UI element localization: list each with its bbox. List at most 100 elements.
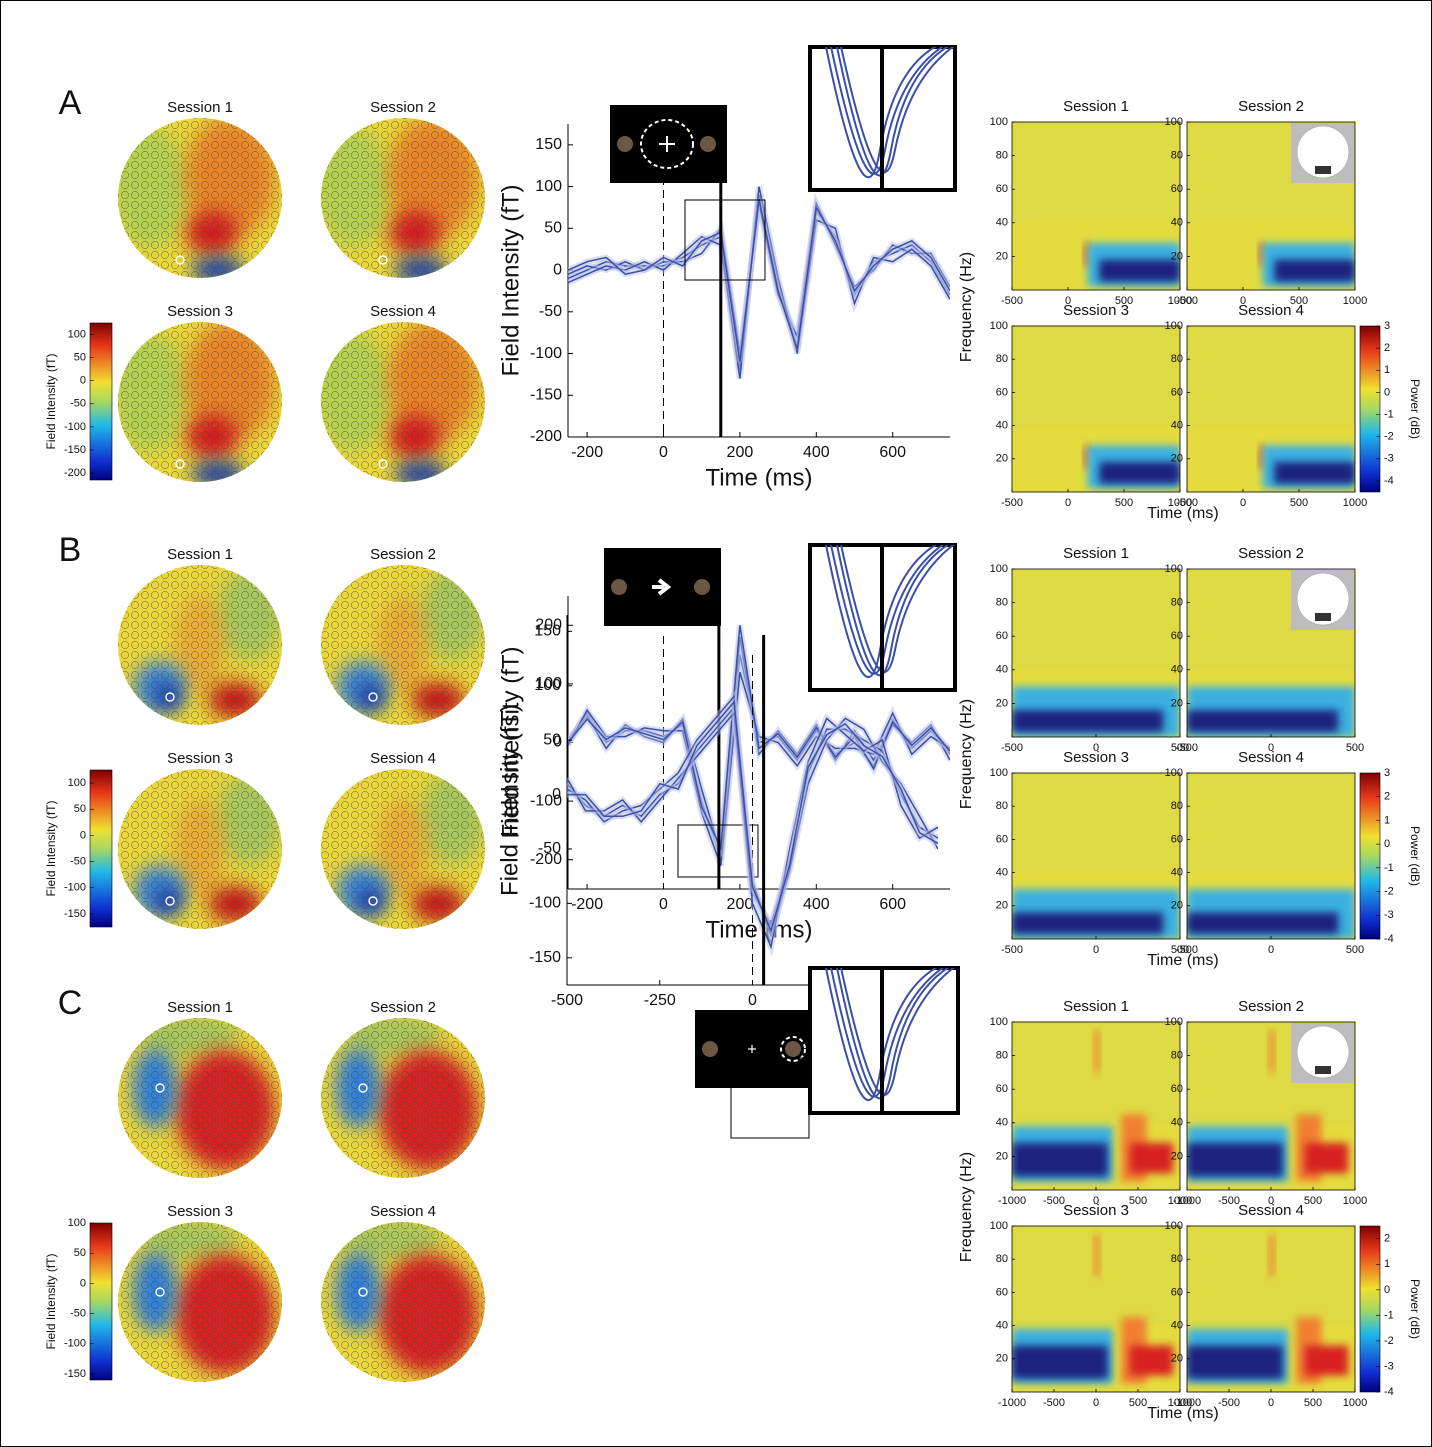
colorbar-tick-label: 0 [80,829,86,841]
x-tick-label: 200 [727,444,754,461]
inset-trace [840,545,955,673]
x-tick-label: -500 [1176,295,1198,307]
colorbar [1359,1225,1381,1393]
sensor-inset-roi [1315,166,1331,174]
spectrogram-power [1012,710,1164,732]
spectrogram-power [1269,1234,1275,1276]
y-tick-label: 20 [996,1353,1008,1365]
y-tick-label: 100 [1165,116,1183,128]
x-tick-label: 600 [879,444,906,461]
y-tick-label: 20 [1171,697,1183,709]
map-title: Session 3 [167,750,233,767]
y-tick-label: 20 [1171,250,1183,262]
x-tick-label: 0 [659,444,668,461]
colorbar-tick-label: 50 [74,803,86,815]
colorbar-label: Power (dB) [1408,1279,1422,1339]
x-tick-label: 500 [1115,497,1133,509]
spectrogram-power [1187,710,1339,732]
y-tick-label: 60 [996,386,1008,398]
x-tick-label: 500 [1129,1397,1147,1409]
colorbar-tick-label: -50 [70,855,86,867]
y-tick-label: 20 [996,250,1008,262]
spectrogram-power [1012,1345,1108,1379]
colorbar-label: Power (dB) [1408,826,1422,886]
x-tick-label: 500 [1346,944,1364,956]
map-title: Session 4 [370,750,436,767]
y-tick-label: -150 [530,386,562,403]
y-tick-label: 0 [553,261,562,278]
y-tick-label: 40 [996,664,1008,676]
series-line [568,198,950,363]
x-tick-label: 0 [1093,944,1099,956]
y-tick-label: 20 [1171,1353,1183,1365]
topomap [321,1222,485,1382]
inset-trace [836,47,949,177]
y-tick-label: -200 [530,851,562,868]
x-tick-label: 0 [1065,497,1071,509]
map-title: Session 3 [167,303,233,320]
y-tick-label: -100 [529,895,561,912]
sensor-inset-head [1296,1025,1350,1079]
panel-label: A [59,84,82,122]
y-tick-label: 80 [996,1253,1008,1265]
colorbar-tick-label: -150 [64,1368,86,1380]
sensor-marker [175,459,185,469]
x-tick-label: 0 [1093,742,1099,754]
y-tick-label: 100 [990,320,1008,332]
colorbar-tick-label: 0 [80,1277,86,1289]
y-tick-label: 200 [535,617,562,634]
x-tick-label: 400 [803,896,830,913]
x-tick-label: -500 [1218,1397,1240,1409]
x-tick-label: -500 [1176,944,1198,956]
colorbar-tick-label: -100 [64,882,86,894]
x-tick-label: -500 [1176,497,1198,509]
y-tick-label: 60 [1171,183,1183,195]
y-axis-label: Field Intensity (fT) [496,704,523,896]
y-axis-label: Frequency (Hz) [958,252,975,362]
x-tick-label: 400 [803,444,830,461]
y-tick-label: 40 [1171,217,1183,229]
sensor-inset-roi [1315,613,1331,621]
x-tick-label: 0 [1268,1195,1274,1207]
y-tick-label: 40 [1171,867,1183,879]
y-tick-label: 150 [534,623,561,640]
inset-trace [836,545,950,677]
x-tick-label: 200 [727,896,754,913]
y-tick-label: 80 [996,150,1008,162]
colorbar-tick-label: 0 [1384,838,1390,850]
spectrogram [1012,326,1180,492]
sensor-marker [368,692,378,702]
x-tick-label: 0 [1093,1195,1099,1207]
y-tick-label: 80 [1171,800,1183,812]
x-tick-label: -500 [551,992,583,1009]
colorbar-tick-label: -100 [64,421,86,433]
colorbar-tick-label: 100 [68,1217,86,1229]
y-tick-label: -50 [539,303,562,320]
colorbar-tick-label: -1 [1384,1309,1394,1321]
colorbar-tick-label: 50 [74,352,86,364]
panel-title: Session 4 [1238,302,1304,319]
y-tick-label: 100 [990,767,1008,779]
spectrogram [1012,569,1180,737]
x-tick-label: -200 [571,896,603,913]
zoom-box [677,824,759,878]
y-tick-label: 20 [1171,900,1183,912]
y-tick-label: 20 [996,453,1008,465]
colorbar-tick-label: -2 [1384,431,1394,443]
axes-frame [1011,121,1181,291]
colorbar-tick-label: 2 [1384,342,1390,354]
spectrogram [1012,773,1180,939]
y-tick-label: -50 [538,840,561,857]
y-tick-label: 40 [1171,664,1183,676]
y-axis-label: Frequency (Hz) [958,699,975,809]
sensor-marker [368,896,378,906]
x-axis-label: Time (ms) [1147,952,1218,969]
topomap [321,322,485,482]
colorbar-label: Field Intensity (fT) [44,800,58,896]
colorbar-tick-label: -4 [1384,475,1394,487]
y-tick-label: 60 [996,1286,1008,1298]
x-tick-label: -200 [571,444,603,461]
inset-trace [825,545,938,679]
y-tick-label: 60 [1171,630,1183,642]
